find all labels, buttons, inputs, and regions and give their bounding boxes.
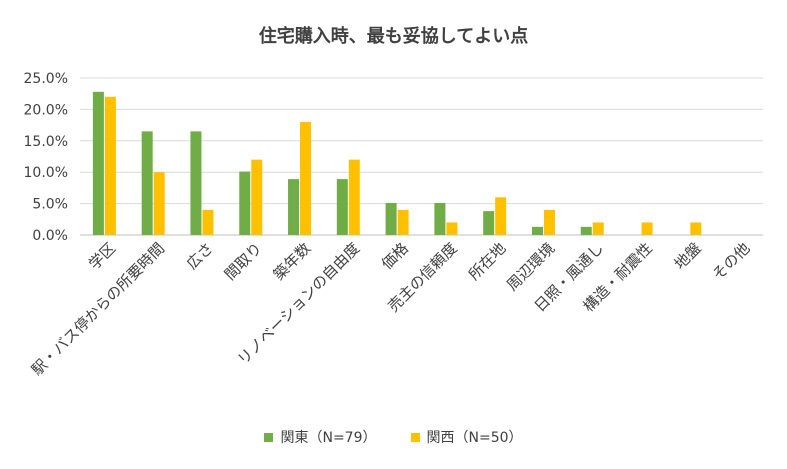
bar-kanto xyxy=(385,202,397,235)
bar-kansai xyxy=(202,209,214,235)
bar-kanto xyxy=(434,202,446,235)
bar-kansai xyxy=(543,209,555,235)
x-tick-label: 築年数 xyxy=(270,239,315,284)
y-tick-label: 5.0% xyxy=(32,197,68,213)
bar-kanto xyxy=(190,131,202,235)
bar-kansai xyxy=(641,222,653,235)
bar-kansai xyxy=(153,172,165,235)
x-tick-label: 広さ xyxy=(183,239,217,273)
legend: 関東（N=79） 関西（N=50） xyxy=(0,427,787,447)
bar-kansai xyxy=(348,159,360,235)
legend-swatch-kansai xyxy=(410,432,420,442)
x-tick-label: 所在地 xyxy=(465,239,510,284)
y-tick-label: 0.0% xyxy=(32,228,68,244)
bar-kanto xyxy=(141,131,153,235)
y-tick-label: 15.0% xyxy=(24,134,68,150)
bar-kanto xyxy=(336,179,348,235)
bar-kanto xyxy=(483,211,495,235)
bar-kanto xyxy=(580,226,592,235)
bar-kanto xyxy=(239,171,251,235)
bar-kansai xyxy=(446,222,458,235)
y-tick-label: 10.0% xyxy=(24,165,68,181)
bar-kansai xyxy=(251,159,263,235)
x-tick-label: 価格 xyxy=(378,239,412,273)
bar-kansai xyxy=(592,222,604,235)
bar-kansai xyxy=(690,222,702,235)
legend-item-kanto: 関東（N=79） xyxy=(264,427,377,447)
bar-kansai xyxy=(397,209,409,235)
y-tick-label: 25.0% xyxy=(24,71,68,87)
bar-kansai xyxy=(300,121,312,235)
x-tick-label: 間取り xyxy=(221,239,266,284)
y-tick-label: 20.0% xyxy=(24,102,68,118)
legend-item-kansai: 関西（N=50） xyxy=(410,427,523,447)
bar-kanto xyxy=(531,226,543,235)
x-tick-label: その他 xyxy=(709,239,754,284)
legend-label-kanto: 関東（N=79） xyxy=(280,430,377,446)
x-tick-label: 地盤 xyxy=(671,239,705,273)
bar-kansai xyxy=(495,197,507,235)
legend-swatch-kanto xyxy=(264,432,274,442)
bar-kansai xyxy=(104,96,116,235)
bar-kanto xyxy=(288,179,300,235)
legend-label-kansai: 関西（N=50） xyxy=(426,430,523,446)
chart-title: 住宅購入時、最も妥協してよい点 xyxy=(258,26,529,47)
x-tick-label: 学区 xyxy=(85,239,119,273)
bar-kanto xyxy=(92,91,104,235)
